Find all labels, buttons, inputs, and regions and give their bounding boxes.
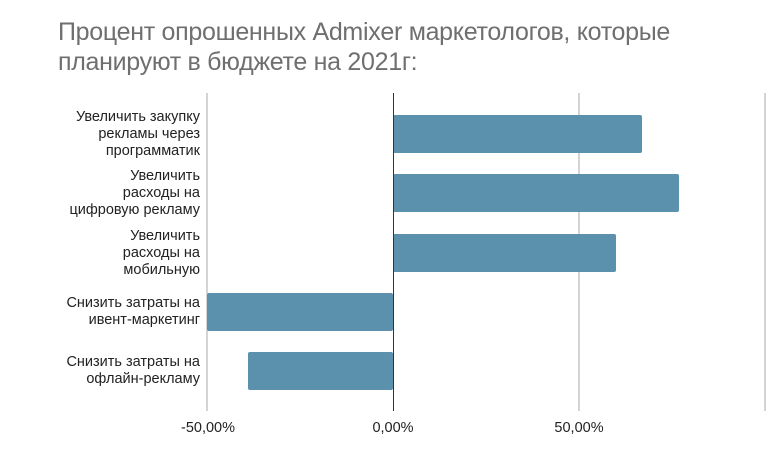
gridline-neg50 [206,93,208,411]
bar-offline [247,352,393,390]
bar-digital [393,174,680,212]
zero-axis [393,93,394,411]
x-tick-label: 0,00% [372,420,414,436]
chart-title-line-2: планируют в бюджете на 2021г: [58,48,418,76]
category-label: Увеличить расходы на цифровую рекламу [69,168,200,218]
category-label: Снизить затраты на офлайн-рекламу [66,354,200,387]
chart-title: Процент опрошенных Admixer маркетологов,… [58,17,758,77]
x-tick-label: 50,00% [554,420,604,436]
bar-event-marketing [207,293,393,331]
category-label: Снизить затраты на ивент-маркетинг [66,295,200,328]
bar-programmatic [393,115,643,153]
x-tick-label: -50,00% [180,420,236,436]
category-label: Увеличить закупку рекламы через программ… [75,109,200,159]
bar-mobile [393,234,617,272]
chart-title-line-1: Процент опрошенных Admixer маркетологов,… [58,18,671,46]
gridline-100 [764,93,766,411]
category-label: Увеличить расходы на мобильную [122,228,200,278]
